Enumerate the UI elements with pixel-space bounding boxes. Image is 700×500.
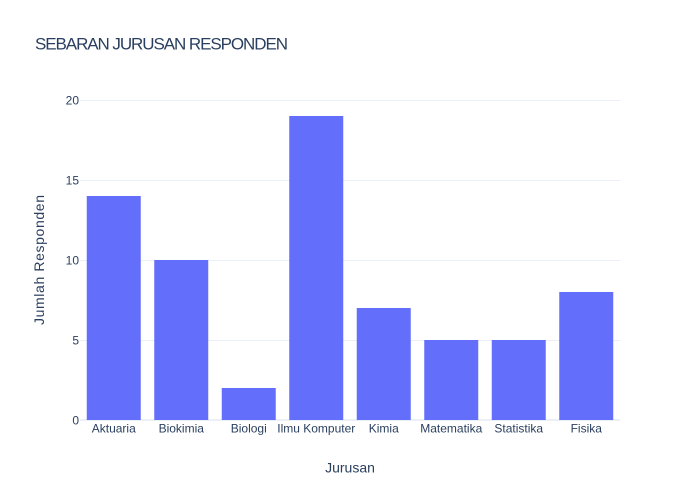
- svg-text:Fisika: Fisika: [571, 422, 603, 436]
- svg-text:SEBARAN JURUSAN RESPONDEN: SEBARAN JURUSAN RESPONDEN: [35, 35, 288, 54]
- svg-text:10: 10: [66, 253, 80, 267]
- svg-text:Ilmu Komputer: Ilmu Komputer: [277, 422, 355, 436]
- svg-text:5: 5: [72, 333, 79, 347]
- svg-text:15: 15: [66, 173, 80, 187]
- svg-text:Biokimia: Biokimia: [159, 422, 205, 436]
- svg-text:Statistika: Statistika: [494, 422, 543, 436]
- svg-text:Kimia: Kimia: [369, 422, 399, 436]
- svg-text:Jumlah Responden: Jumlah Responden: [31, 195, 47, 325]
- svg-text:Matematika: Matematika: [420, 422, 482, 436]
- svg-text:Jurusan: Jurusan: [325, 460, 375, 476]
- svg-text:0: 0: [72, 413, 79, 427]
- svg-text:Aktuaria: Aktuaria: [92, 422, 136, 436]
- svg-text:Biologi: Biologi: [231, 422, 267, 436]
- svg-text:20: 20: [66, 93, 80, 107]
